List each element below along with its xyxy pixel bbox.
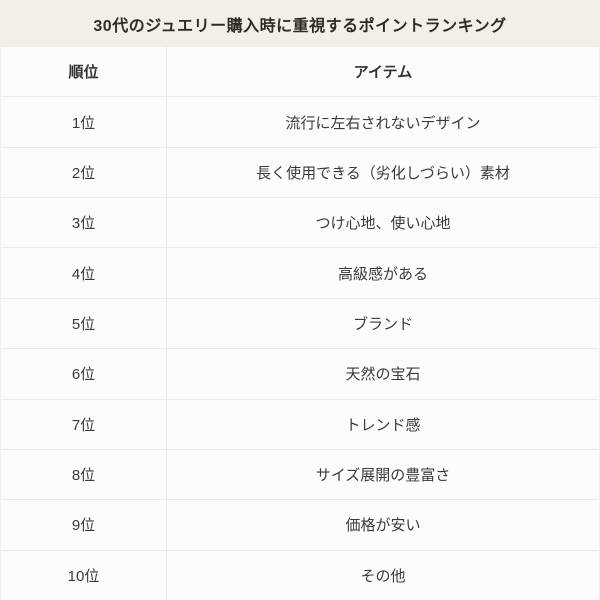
cell-rank: 6位 [1,349,167,399]
cell-rank: 2位 [1,147,167,198]
cell-item: 天然の宝石 [345,366,421,384]
cell-item: サイズ展開の豊富さ [315,467,451,485]
table-row: 4位 高級感がある [1,248,599,299]
table-row: 8位 サイズ展開の豊富さ [1,449,599,501]
table-row: 5位 ブランド [1,298,599,350]
cell-item: トレンド感 [345,416,421,434]
table-header-row: 順位 アイテム [1,47,599,98]
table-row: 9位 価格が安い [1,500,599,551]
title-bar: 30代のジュエリー購入時に重視するポイントランキング [0,0,600,47]
table-row: 3位 つけ心地、使い心地 [1,198,599,249]
cell-item: その他 [360,567,406,585]
cell-rank: 9位 [1,500,167,550]
cell-item: 長く使用できる（劣化しづらい）素材 [256,164,510,182]
header-rank: 順位 [1,47,167,97]
cell-rank: 1位 [1,97,167,147]
table-row: 1位 流行に左右されないデザイン [1,97,599,148]
cell-rank: 4位 [1,248,167,298]
table-row: 2位 長く使用できる（劣化しづらい）素材 [1,147,599,199]
cell-rank: 3位 [1,198,167,248]
cell-item: ブランド [352,315,413,333]
cell-item: 高級感がある [337,265,428,283]
cell-rank: 5位 [1,298,167,349]
ranking-table: 順位 アイテム 1位 流行に左右されないデザイン 2位 長く使用できる（劣化しづ… [0,47,600,600]
table-row: 6位 天然の宝石 [1,349,599,400]
cell-rank: 7位 [1,399,167,449]
cell-rank: 10位 [1,550,167,600]
page-title: 30代のジュエリー購入時に重視するポイントランキング [93,17,507,35]
cell-item: 価格が安い [345,517,421,535]
cell-rank: 8位 [1,449,167,500]
cell-item: つけ心地、使い心地 [315,215,451,233]
header-item: アイテム [353,64,413,82]
cell-item: 流行に左右されないデザイン [285,114,481,132]
table-row: 7位 トレンド感 [1,399,599,450]
table-row: 10位 その他 [1,550,599,600]
